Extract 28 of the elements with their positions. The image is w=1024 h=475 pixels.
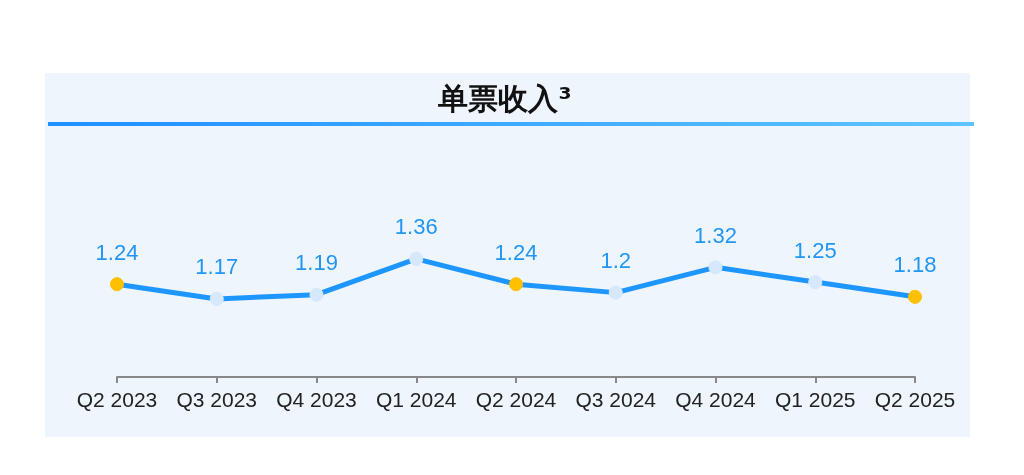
x-tick-label: Q2 2025 [874, 388, 956, 411]
point [708, 260, 723, 275]
point [409, 251, 424, 266]
x-tick-label: Q1 2024 [375, 388, 457, 411]
x-tick-label: Q4 2023 [276, 388, 357, 411]
data-label: 1.19 [295, 250, 338, 276]
data-label: 1.36 [394, 214, 438, 240]
point [908, 289, 922, 304]
point [110, 277, 124, 292]
x-tick-label: Q3 2023 [176, 388, 258, 411]
data-label: 1.18 [893, 252, 937, 278]
data-label: 1.24 [95, 239, 139, 265]
point [509, 277, 523, 292]
data-label: 1.24 [494, 239, 538, 265]
point [209, 291, 224, 306]
x-tick-label: Q2 2024 [475, 388, 557, 411]
chart-title: 单票收入³ [437, 80, 572, 116]
x-tick-label: Q3 2024 [575, 388, 657, 411]
x-tick-label: Q1 2025 [774, 388, 856, 411]
data-label: 1.17 [195, 254, 239, 280]
point [608, 285, 623, 300]
x-tick-label: Q4 2024 [675, 388, 757, 411]
data-label: 1.32 [694, 222, 737, 248]
point [808, 275, 823, 290]
x-tick-label: Q2 2023 [76, 388, 158, 411]
data-label: 1.2 [600, 248, 632, 274]
point [309, 287, 324, 302]
data-label: 1.25 [793, 237, 837, 263]
